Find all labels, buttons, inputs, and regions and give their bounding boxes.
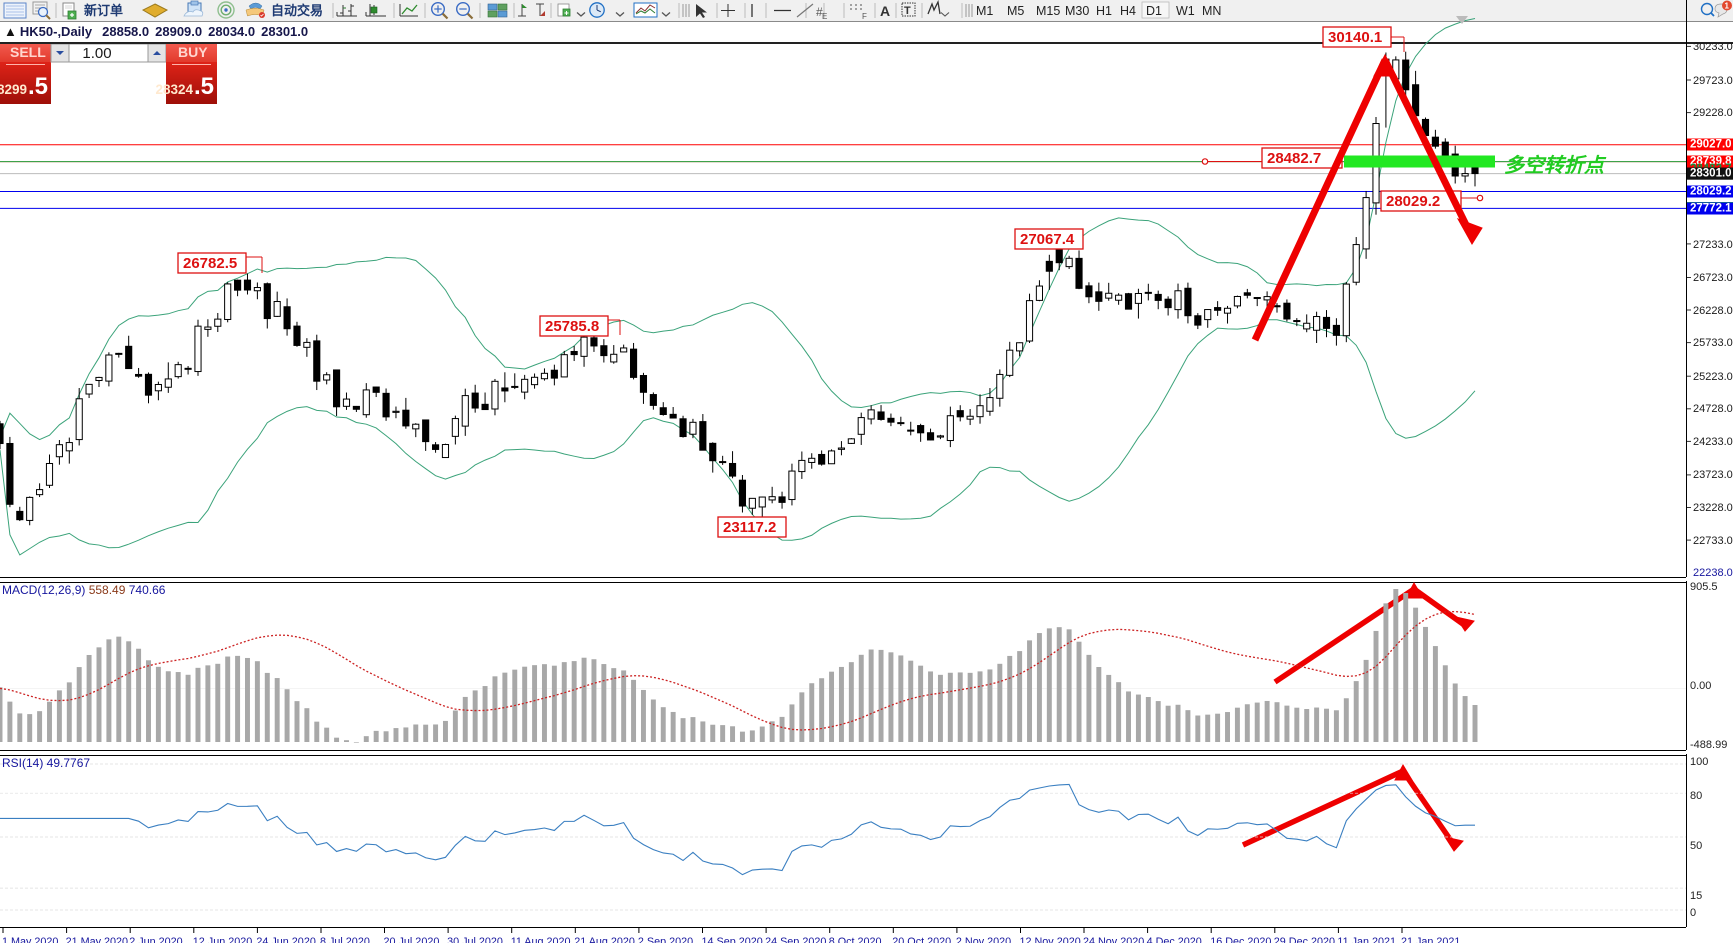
svg-text:1 May 2020: 1 May 2020 <box>2 936 58 943</box>
svg-text:21 Jan 2021: 21 Jan 2021 <box>1401 936 1460 943</box>
svg-text:21 Aug 2020: 21 Aug 2020 <box>574 936 635 943</box>
svg-text:21 May 2020: 21 May 2020 <box>66 936 128 943</box>
svg-text:26723.0: 26723.0 <box>1693 272 1733 284</box>
svg-text:23228.0: 23228.0 <box>1693 502 1733 514</box>
svg-text:28029.2: 28029.2 <box>1386 193 1440 210</box>
svg-text:11 Aug 2020: 11 Aug 2020 <box>511 936 571 943</box>
svg-text:30233.0: 30233.0 <box>1693 41 1733 53</box>
svg-text:29228.0: 29228.0 <box>1693 107 1733 119</box>
svg-text:多空转折点: 多空转折点 <box>1504 154 1607 177</box>
svg-text:29 Dec 2020: 29 Dec 2020 <box>1274 936 1335 943</box>
svg-text:27772.1: 27772.1 <box>1690 203 1732 215</box>
svg-text:24 Nov 2020: 24 Nov 2020 <box>1083 936 1144 943</box>
svg-text:20 Jul 2020: 20 Jul 2020 <box>384 936 440 943</box>
svg-text:8 Oct 2020: 8 Oct 2020 <box>829 936 882 943</box>
svg-text:24728.0: 24728.0 <box>1693 403 1733 415</box>
svg-text:27067.4: 27067.4 <box>1020 231 1075 248</box>
svg-text:26782.5: 26782.5 <box>183 255 237 272</box>
svg-text:23723.0: 23723.0 <box>1693 469 1733 481</box>
svg-text:29723.0: 29723.0 <box>1693 75 1733 87</box>
svg-text:2 Jun 2020: 2 Jun 2020 <box>129 936 182 943</box>
svg-text:23117.2: 23117.2 <box>723 519 776 536</box>
svg-text:24233.0: 24233.0 <box>1693 436 1733 448</box>
svg-text:4 Dec 2020: 4 Dec 2020 <box>1147 936 1202 943</box>
svg-text:25785.8: 25785.8 <box>545 318 599 335</box>
svg-text:2 Nov 2020: 2 Nov 2020 <box>956 936 1011 943</box>
svg-text:12 Nov 2020: 12 Nov 2020 <box>1020 936 1081 943</box>
svg-text:28301.0: 28301.0 <box>1690 168 1732 180</box>
svg-text:8 Jul 2020: 8 Jul 2020 <box>320 936 370 943</box>
svg-text:28482.7: 28482.7 <box>1267 150 1321 167</box>
svg-text:27233.0: 27233.0 <box>1693 239 1733 251</box>
svg-text:16 Dec 2020: 16 Dec 2020 <box>1210 936 1271 943</box>
svg-text:22238.0: 22238.0 <box>1693 567 1733 579</box>
svg-text:30 Jul 2020: 30 Jul 2020 <box>447 936 503 943</box>
svg-text:2 Sep 2020: 2 Sep 2020 <box>638 936 693 943</box>
svg-text:25223.0: 25223.0 <box>1693 371 1733 383</box>
svg-text:22733.0: 22733.0 <box>1693 535 1733 547</box>
svg-text:24 Sep 2020: 24 Sep 2020 <box>765 936 826 943</box>
svg-text:26228.0: 26228.0 <box>1693 305 1733 317</box>
svg-text:20 Oct 2020: 20 Oct 2020 <box>892 936 951 943</box>
svg-text:24 Jun 2020: 24 Jun 2020 <box>256 936 315 943</box>
svg-text:11 Jan 2021: 11 Jan 2021 <box>1337 936 1396 943</box>
svg-text:29027.0: 29027.0 <box>1690 139 1732 151</box>
svg-text:30140.1: 30140.1 <box>1328 29 1382 46</box>
svg-text:14 Sep 2020: 14 Sep 2020 <box>702 936 763 943</box>
svg-text:28029.2: 28029.2 <box>1690 186 1732 198</box>
svg-text:25733.0: 25733.0 <box>1693 337 1733 349</box>
svg-text:12 Jun 2020: 12 Jun 2020 <box>193 936 252 943</box>
